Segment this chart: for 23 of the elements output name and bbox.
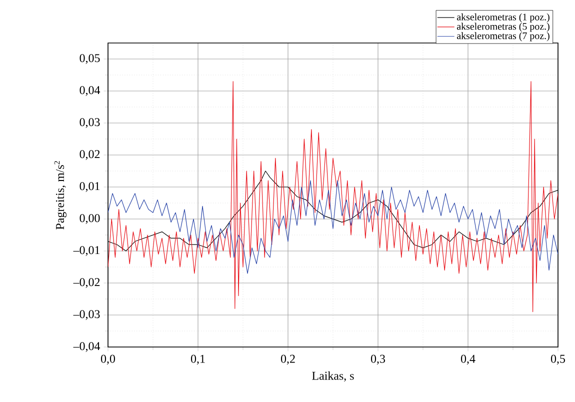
x-tick-label: 0,3 (370, 354, 386, 365)
y-tick-label: –0,04 (73, 342, 100, 352)
y-tick-label: 0,05 (80, 54, 100, 64)
y-tick-label: 0,04 (80, 86, 100, 96)
y-tick-label: 0,01 (80, 182, 100, 192)
y-tick-label: –0,02 (73, 278, 100, 288)
x-tick-label: 0,1 (190, 354, 205, 365)
y-axis-title: Pagreitis, m/s$^{2}$ (54, 161, 66, 230)
legend-label: akselerometras (7 poz.) (456, 32, 550, 42)
x-axis-title: Laikas, s (312, 371, 354, 382)
legend-label: akselerometras (1 poz.) (456, 13, 550, 22)
x-tick-label: 0,2 (280, 354, 295, 365)
y-tick-label: –0,03 (73, 310, 100, 320)
x-tick-label: 0,5 (550, 354, 566, 365)
y-tick-label: 0,03 (80, 118, 100, 128)
y-tick-label: 0,00 (80, 214, 100, 224)
legend-label: akselerometras (5 poz.) (456, 22, 550, 32)
y-tick-label: –0,01 (73, 246, 100, 256)
y-tick-label: 0,02 (80, 150, 100, 160)
x-tick-label: 0,0 (100, 354, 116, 365)
line-series (108, 81, 558, 312)
x-tick-label: 0,4 (460, 354, 476, 365)
line-series (108, 180, 558, 274)
